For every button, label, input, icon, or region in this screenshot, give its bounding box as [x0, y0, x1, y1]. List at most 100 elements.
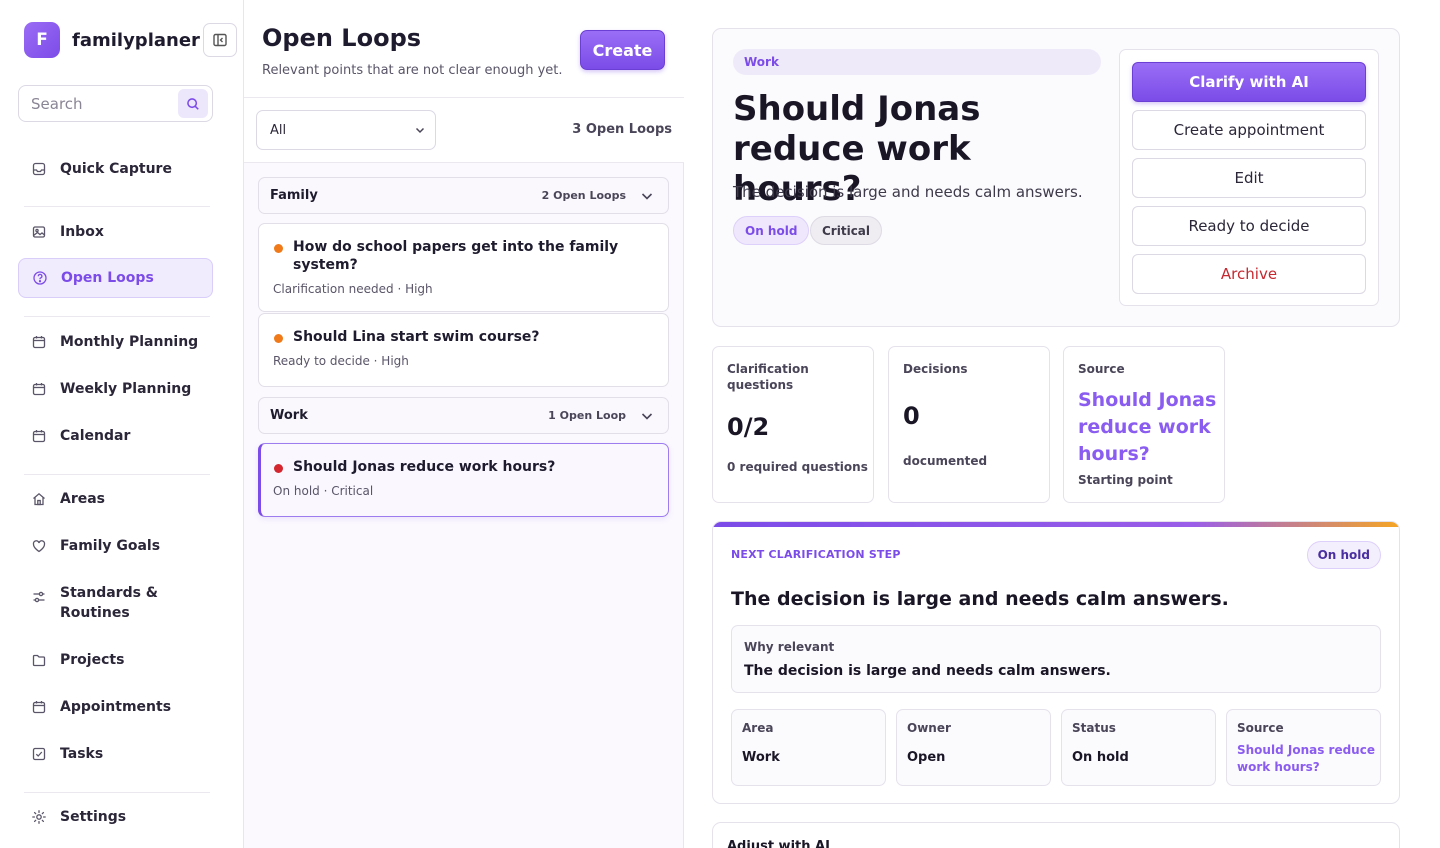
next-step-title: The decision is large and needs calm ans…: [731, 588, 1229, 610]
stat-sub: 0 required questions: [727, 460, 868, 474]
create-button[interactable]: Create: [580, 30, 665, 70]
sliders-icon: [31, 589, 47, 605]
open-loops-list-panel: Open Loops Relevant points that are not …: [244, 0, 684, 848]
stat-card-source: Source Should Jonas reduce work hours? S…: [1063, 346, 1225, 503]
list-item-selected[interactable]: Should Jonas reduce work hours? On hold …: [258, 443, 669, 517]
sidebar-item-label: Appointments: [60, 699, 172, 715]
loop-title: How do school papers get into the family…: [293, 239, 619, 273]
filter-value: All: [270, 122, 287, 138]
search-button[interactable]: [178, 89, 208, 118]
loop-meta: Clarification needed · High: [273, 282, 433, 296]
sidebar-item-label: Family Goals: [60, 538, 161, 554]
list-header: Open Loops Relevant points that are not …: [244, 0, 684, 98]
status-badge: On hold: [1306, 541, 1381, 569]
group-header-work[interactable]: Work 1 Open Loop: [258, 397, 669, 434]
sidebar-item-projects[interactable]: Projects: [18, 640, 213, 680]
calendar-icon: [31, 334, 47, 350]
meta-area: Area Work: [731, 709, 886, 786]
why-text: The decision is large and needs calm ans…: [744, 663, 1111, 679]
priority-badge: Critical: [810, 216, 883, 245]
meta-status: Status On hold: [1061, 709, 1216, 786]
sidebar-item-calendar[interactable]: Calendar: [18, 416, 213, 456]
ready-to-decide-button[interactable]: Ready to decide: [1132, 206, 1366, 246]
filter-bar: All 3 Open Loops: [244, 98, 684, 163]
list-item[interactable]: Should Lina start swim course? Ready to …: [258, 313, 669, 387]
create-appointment-button[interactable]: Create appointment: [1132, 110, 1366, 150]
filter-select[interactable]: All: [256, 110, 436, 150]
app-name: familyplaner: [72, 29, 200, 51]
sidebar-item-appointments[interactable]: Appointments: [18, 687, 213, 727]
sidebar-collapse-icon: [213, 33, 227, 47]
edit-button[interactable]: Edit: [1132, 158, 1366, 198]
question-circle-icon: [32, 270, 48, 286]
meta-label: Source: [1237, 721, 1284, 735]
sidebar-item-label: Tasks: [60, 746, 104, 762]
clarify-with-ai-button[interactable]: Clarify with AI: [1132, 62, 1366, 102]
sidebar-item-label: Standards & Routines: [60, 585, 158, 621]
sidebar-item-monthly-planning[interactable]: Monthly Planning: [18, 322, 213, 362]
accent-bar: [713, 522, 1399, 527]
sidebar-item-weekly-planning[interactable]: Weekly Planning: [18, 369, 213, 409]
sidebar-item-label: Open Loops: [61, 270, 154, 286]
priority-dot: [274, 464, 283, 473]
loop-title: Should Jonas reduce work hours?: [293, 459, 556, 475]
sidebar-item-settings[interactable]: Settings: [18, 797, 213, 837]
next-step-card: NEXT CLARIFICATION STEP On hold The deci…: [712, 521, 1400, 804]
source-link[interactable]: Should Jonas reduce work hours?: [1237, 743, 1375, 774]
sidebar-item-open-loops[interactable]: Open Loops: [18, 258, 213, 298]
stat-value: 0/2: [727, 413, 770, 441]
sidebar-item-standards-routines[interactable]: Standards & Routines: [18, 579, 213, 627]
meta-label: Owner: [907, 721, 951, 735]
stat-sub: Starting point: [1078, 473, 1173, 487]
action-panel: Clarify with AI Create appointment Edit …: [1119, 49, 1379, 306]
source-link[interactable]: Should Jonas reduce work hours?: [1078, 389, 1217, 465]
brand[interactable]: F familyplaner: [24, 22, 200, 58]
archive-button[interactable]: Archive: [1132, 254, 1366, 294]
search-input[interactable]: [31, 86, 171, 121]
sidebar-item-quick-capture[interactable]: Quick Capture: [18, 149, 213, 189]
calendar-icon: [31, 381, 47, 397]
open-loops-count: 3 Open Loops: [572, 122, 672, 137]
sidebar-item-areas[interactable]: Areas: [18, 479, 213, 519]
group-header-family[interactable]: Family 2 Open Loops: [258, 177, 669, 214]
loop-title: Should Jonas reduce work hours?: [733, 89, 981, 209]
list-item[interactable]: How do school papers get into the family…: [258, 223, 669, 312]
why-relevant-box: Why relevant The decision is large and n…: [731, 625, 1381, 693]
group-name: Family: [270, 188, 318, 203]
heart-icon: [31, 538, 47, 554]
loop-description: The decision is large and needs calm ans…: [733, 183, 1083, 201]
folder-icon: [31, 652, 47, 668]
sidebar-item-label: Monthly Planning: [60, 334, 199, 350]
meta-value: Open: [907, 750, 946, 765]
stat-label: Source: [1078, 362, 1125, 376]
search-icon: [187, 97, 199, 110]
image-icon: [31, 224, 47, 240]
sidebar-item-label: Inbox: [60, 224, 104, 240]
sidebar-item-label: Projects: [60, 652, 125, 668]
area-pill: Work: [733, 49, 1101, 75]
collapse-sidebar-button[interactable]: [203, 23, 237, 57]
loop-detail: Work Should Jonas reduce work hours? The…: [684, 0, 1440, 848]
sidebar-item-label: Weekly Planning: [60, 381, 192, 397]
stat-value: 0: [903, 402, 920, 430]
stat-label: Clarification questions: [727, 362, 809, 392]
priority-dot: [274, 244, 283, 253]
sidebar-item-label: Areas: [60, 491, 106, 507]
sidebar-item-family-goals[interactable]: Family Goals: [18, 526, 213, 566]
page-subtitle: Relevant points that are not clear enoug…: [262, 63, 563, 78]
sidebar-item-inbox[interactable]: Inbox: [18, 212, 213, 252]
gear-icon: [31, 809, 47, 825]
status-badge: On hold: [733, 216, 810, 245]
calendar-icon: [31, 428, 47, 444]
sidebar-divider: [24, 474, 210, 475]
loop-hero-card: Work Should Jonas reduce work hours? The…: [712, 28, 1400, 327]
home-icon: [31, 491, 47, 507]
why-label: Why relevant: [744, 640, 835, 654]
sidebar-item-tasks[interactable]: Tasks: [18, 734, 213, 774]
chevron-down-icon: [641, 193, 653, 200]
sidebar-item-label: Settings: [60, 809, 127, 825]
app-logo: F: [24, 22, 60, 58]
meta-source: Source Should Jonas reduce work hours?: [1226, 709, 1381, 786]
sidebar-divider: [24, 316, 210, 317]
stat-card-questions: Clarification questions 0/2 0 required q…: [712, 346, 874, 503]
